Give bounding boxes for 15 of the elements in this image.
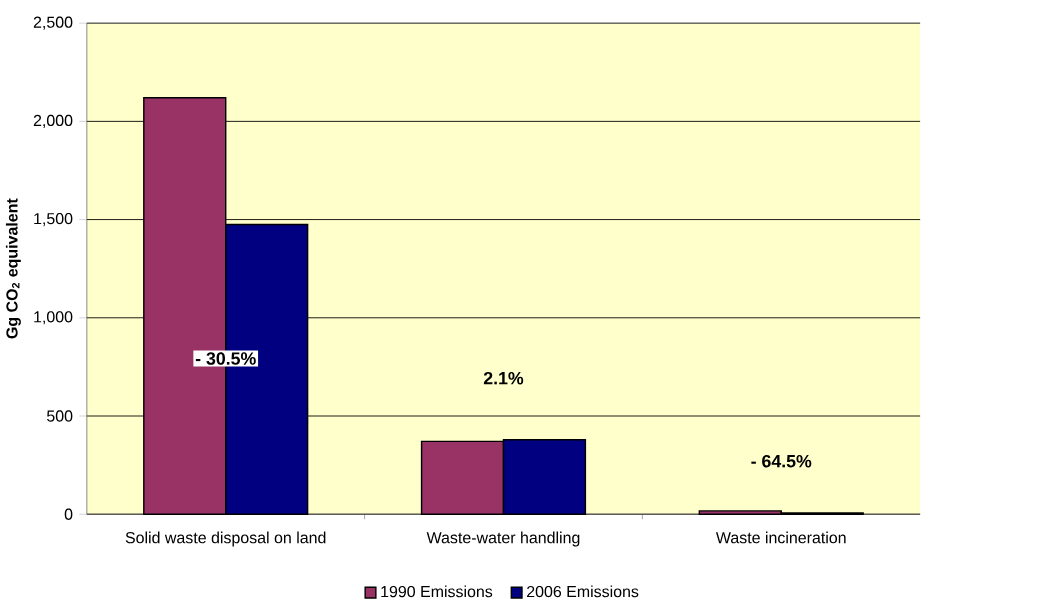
x-tick-label: Solid waste disposal on land: [125, 531, 326, 547]
y-tick-label: 2,000: [33, 114, 73, 128]
y-tick-label: 1,500: [34, 212, 73, 227]
y-tick-label: 0: [64, 508, 73, 520]
legend-label: 2006 Emissions: [527, 585, 639, 598]
y-tick-label: 2,500: [33, 16, 73, 30]
x-tick-label: Waste incineration: [715, 531, 846, 544]
legend-label: 1990 Emissions: [381, 585, 493, 598]
y-axis-title: Gg CO$_{2}$ equivalent: [5, 198, 21, 339]
x-tick-label: Waste-water handling: [426, 531, 580, 547]
annotation: 2.1%: [483, 371, 524, 385]
y-tick-label: 500: [47, 410, 73, 422]
y-tick-label: 1,000: [34, 311, 73, 325]
annotation: - 30.5%: [195, 352, 256, 365]
annotation: - 64.5%: [751, 454, 812, 468]
